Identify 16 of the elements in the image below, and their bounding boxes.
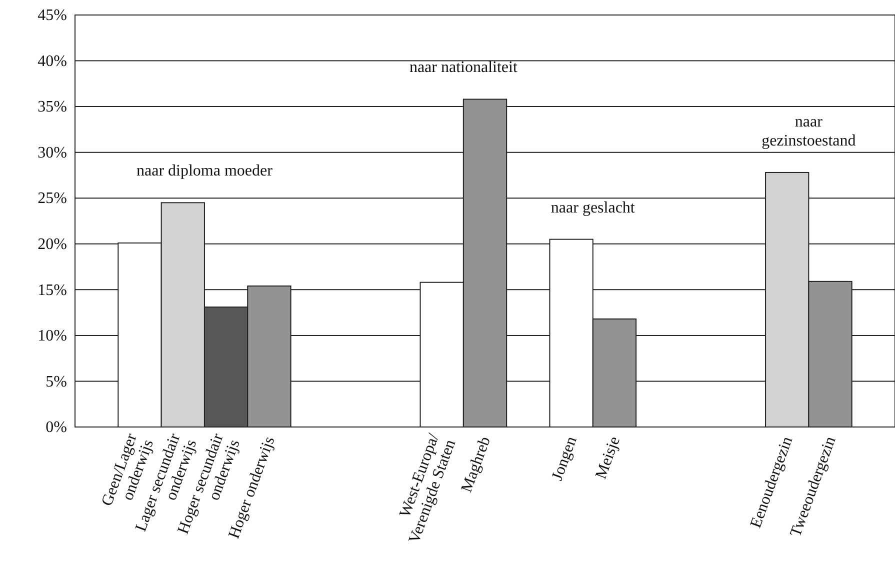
y-tick-label: 5%: [46, 373, 67, 390]
x-tick-label: Jongen: [548, 434, 580, 483]
y-tick-label: 0%: [46, 419, 67, 436]
y-tick-label: 30%: [38, 144, 67, 162]
y-tick-label: 15%: [38, 282, 67, 299]
y-tick-label: 45%: [38, 7, 67, 24]
y-tick-label: 10%: [38, 328, 67, 345]
annotation: naar gezinstoestand: [762, 113, 856, 150]
y-tick-label: 20%: [38, 236, 67, 254]
annotation: naar geslacht: [550, 199, 636, 216]
x-tick-label: Meisje: [592, 434, 624, 482]
y-tick-label: 35%: [38, 98, 67, 116]
y-tick-label: 25%: [38, 190, 67, 208]
annotation: naar nationaliteit: [409, 59, 518, 76]
y-tick-label: 40%: [38, 52, 67, 70]
annotation: naar diploma moeder: [136, 162, 274, 180]
